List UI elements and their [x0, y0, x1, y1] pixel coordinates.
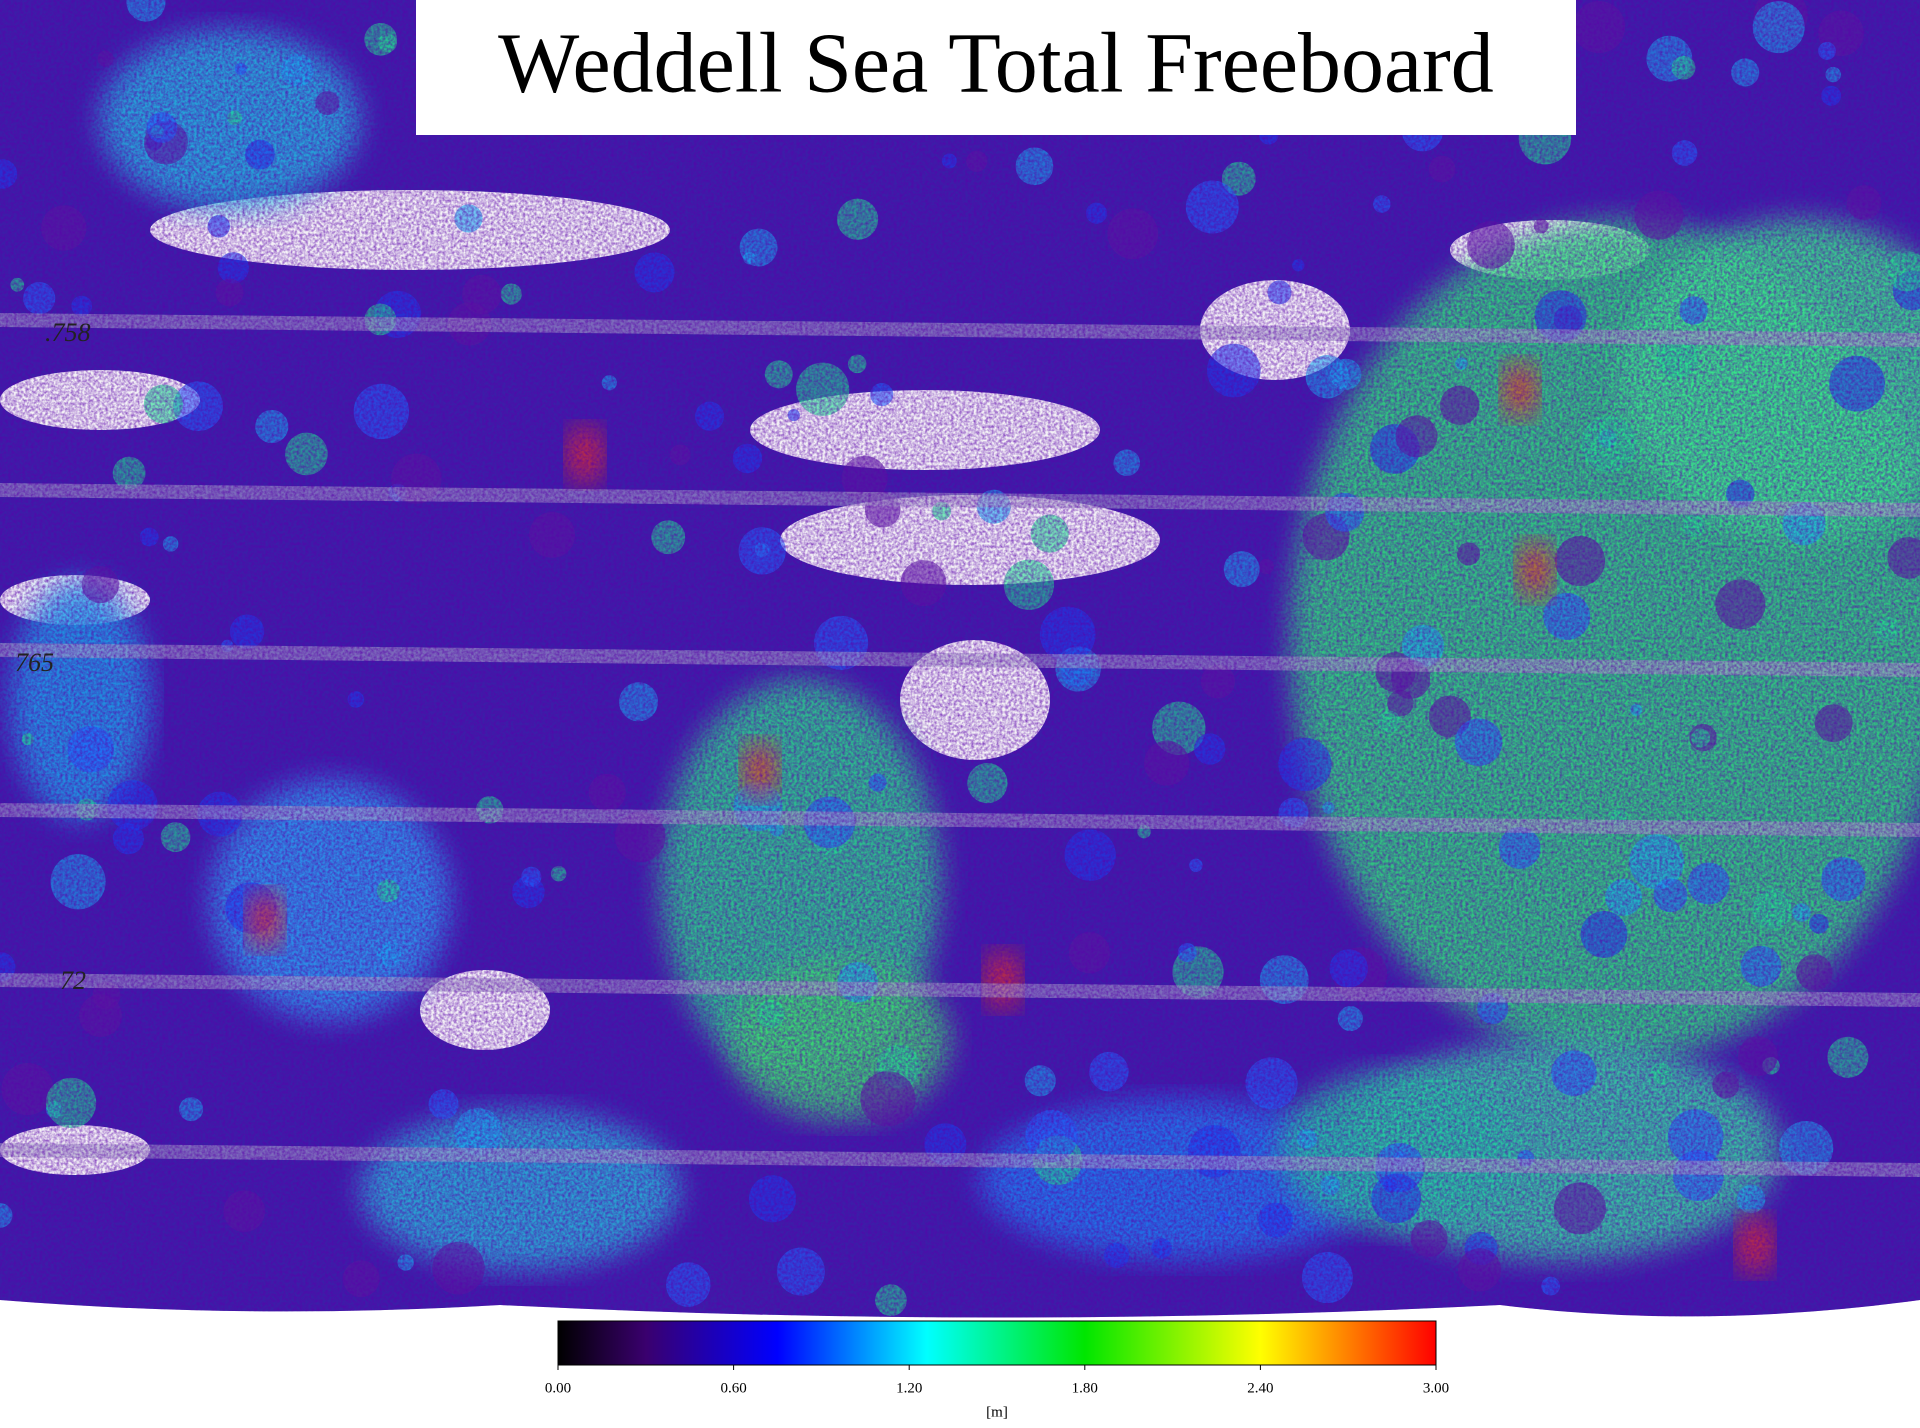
freeboard-figure: .758 765 72 Weddell Sea Total Freeboard 0.… [0, 0, 1920, 1428]
colorbar-ramp [558, 1321, 1436, 1365]
title: Weddell Sea Total Freeboard [498, 15, 1494, 111]
colorbar-tick-label: 2.40 [1247, 1380, 1273, 1396]
colorbar-unit: [m] [986, 1404, 1008, 1420]
track-label: 765 [15, 648, 54, 677]
track-label: .758 [45, 318, 91, 347]
track-label: 72 [60, 966, 86, 995]
colorbar-tick-label: 0.60 [720, 1380, 746, 1396]
texture [0, 0, 1920, 1320]
colorbar-tick-label: 3.00 [1423, 1380, 1449, 1396]
freeboard-map: .758 765 72 [0, 0, 1920, 1320]
colorbar-tick-label: 0.00 [545, 1380, 571, 1396]
colorbar-tick-label: 1.80 [1072, 1380, 1098, 1396]
colorbar: 0.00 0.60 1.20 1.80 2.40 3.00 [m] [545, 1321, 1449, 1420]
colorbar-tick-label: 1.20 [896, 1380, 922, 1396]
page: .758 765 72 Weddell Sea Total Freeboard 0.… [0, 0, 1920, 1428]
